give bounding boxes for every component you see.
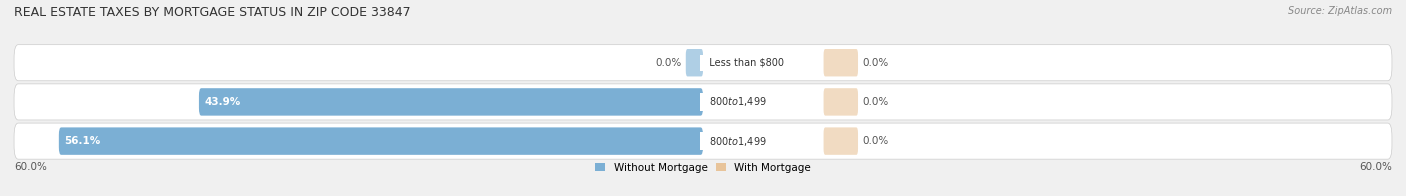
FancyBboxPatch shape bbox=[824, 49, 858, 76]
Text: 0.0%: 0.0% bbox=[655, 58, 681, 68]
Text: $800 to $1,499: $800 to $1,499 bbox=[703, 135, 770, 148]
Text: 56.1%: 56.1% bbox=[65, 136, 101, 146]
Text: REAL ESTATE TAXES BY MORTGAGE STATUS IN ZIP CODE 33847: REAL ESTATE TAXES BY MORTGAGE STATUS IN … bbox=[14, 6, 411, 19]
Text: 0.0%: 0.0% bbox=[863, 58, 889, 68]
Text: 60.0%: 60.0% bbox=[14, 162, 46, 172]
Text: 60.0%: 60.0% bbox=[1360, 162, 1392, 172]
FancyBboxPatch shape bbox=[824, 88, 858, 116]
Legend: Without Mortgage, With Mortgage: Without Mortgage, With Mortgage bbox=[591, 158, 815, 177]
Text: 0.0%: 0.0% bbox=[863, 136, 889, 146]
Text: Source: ZipAtlas.com: Source: ZipAtlas.com bbox=[1288, 6, 1392, 16]
FancyBboxPatch shape bbox=[59, 127, 703, 155]
Text: Less than $800: Less than $800 bbox=[703, 58, 790, 68]
Text: 43.9%: 43.9% bbox=[205, 97, 240, 107]
FancyBboxPatch shape bbox=[824, 127, 858, 155]
FancyBboxPatch shape bbox=[14, 123, 1392, 159]
Text: 0.0%: 0.0% bbox=[863, 97, 889, 107]
FancyBboxPatch shape bbox=[686, 49, 703, 76]
FancyBboxPatch shape bbox=[198, 88, 703, 116]
Text: $800 to $1,499: $800 to $1,499 bbox=[703, 95, 770, 108]
FancyBboxPatch shape bbox=[14, 45, 1392, 81]
FancyBboxPatch shape bbox=[14, 84, 1392, 120]
